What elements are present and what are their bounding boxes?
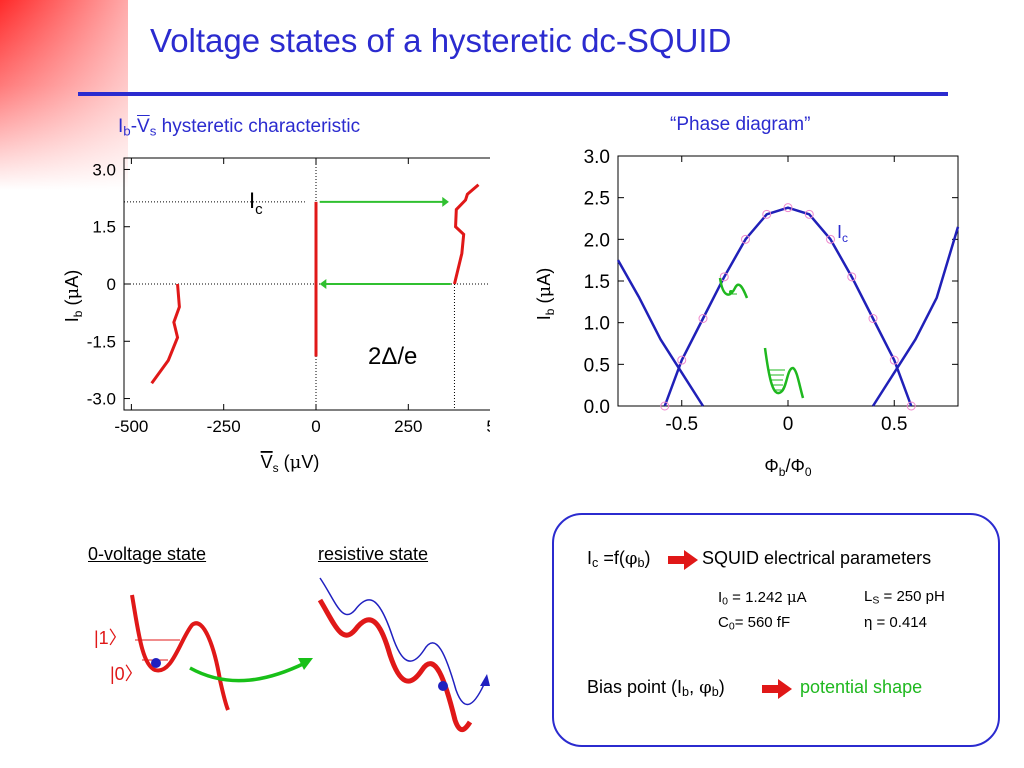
right-y-tick-label: 0.0 <box>584 397 610 418</box>
right-x-tick-label: 0 <box>783 414 794 435</box>
right-series-line-0 <box>663 206 913 407</box>
right-chart-title: “Phase diagram” <box>670 114 811 135</box>
left-y-tick-label: -1.5 <box>87 332 116 351</box>
potential-wells-diagram: |1〉 |0〉 <box>94 577 490 733</box>
right-ic-label: Ic <box>837 222 848 245</box>
left-x-tick-label: 0 <box>311 417 320 436</box>
left-y-tick-label: 1.5 <box>92 218 116 237</box>
right-data-point <box>698 314 708 323</box>
title-dash: - <box>130 116 138 137</box>
right-y-axis-label: Ib (μA) <box>534 268 557 320</box>
right-y-tick-label: 2.0 <box>584 230 610 251</box>
right-arrow-icon-2 <box>762 679 792 699</box>
right-data-point <box>741 234 750 244</box>
left-x-tick-label: -250 <box>207 417 241 436</box>
right-chart: -0.5 0 0.5 3.0 2.5 2.0 1.5 1.0 0.5 0.0 Ib (μA) Φb… <box>534 148 960 478</box>
right-data-point <box>906 401 916 411</box>
zero-voltage-potential <box>130 594 230 711</box>
right-data-point <box>826 234 835 244</box>
left-series-line-1 <box>453 183 480 285</box>
left-arrows <box>319 196 451 289</box>
right-x-tick-label: -0.5 <box>665 414 698 435</box>
left-chart: -500 -250 0 250 500 3.0 1.5 0 -1.5 -3.0 Ib (μA) V… <box>62 157 490 475</box>
level-1-label: |1〉 <box>94 628 127 648</box>
slide-title: Voltage states of a hysteretic dc-SQUID <box>150 22 732 59</box>
right-y-tick-label: 1.0 <box>584 314 610 335</box>
right-data-point <box>762 209 772 219</box>
ic-result: SQUID electrical parameters <box>702 548 932 568</box>
left-ic-label: Ic <box>249 188 263 218</box>
right-data-point <box>847 272 857 282</box>
right-plot-frame <box>617 155 959 407</box>
right-data-point <box>677 355 687 365</box>
title-sub-s: s <box>149 123 157 139</box>
c0-value: C0= 560 fF <box>718 614 791 633</box>
resistive-state-label: resistive state <box>318 544 429 564</box>
i0-value: I0 = 1.242 μA <box>718 588 807 608</box>
right-data-point <box>783 203 793 213</box>
right-arrow-icon <box>668 550 698 570</box>
ls-value: LS = 250 pH <box>864 588 945 607</box>
left-y-tick-label: 3.0 <box>92 160 116 179</box>
right-y-tick-label: 2.5 <box>584 189 610 210</box>
left-series-line-2 <box>150 283 181 385</box>
bias-result: potential shape <box>800 677 923 697</box>
right-y-tick-label: 3.0 <box>584 148 610 168</box>
title-rule <box>78 92 948 96</box>
right-data-point <box>868 314 878 323</box>
left-x-axis-label: Vs (μV) <box>261 452 320 475</box>
eta-value: η = 0.414 <box>864 614 927 631</box>
resistive-arrowhead <box>480 674 490 686</box>
level-0-label: |0〉 <box>110 664 143 684</box>
right-series-line-2 <box>871 226 960 407</box>
particle-resistive-state <box>438 681 448 691</box>
ic-equation: Ic =f(φb) <box>587 548 651 571</box>
particle-zero-state <box>151 658 161 668</box>
bias-point: Bias point (Ib, φb) <box>587 677 725 700</box>
gap-label: 2Δ/e <box>368 343 417 370</box>
zero-voltage-state-label: 0-voltage state <box>88 544 207 564</box>
right-data-point <box>719 272 729 282</box>
transition-arrowhead <box>298 658 313 670</box>
title-sub-b: b <box>123 123 131 139</box>
right-data-points <box>660 203 916 411</box>
left-chart-title: Ib-Vs hysteretic characteristic <box>118 116 360 138</box>
right-series-line-1 <box>616 259 705 407</box>
transition-arrow <box>189 661 306 683</box>
title-i: I <box>118 116 124 137</box>
right-y-tick-label: 1.5 <box>584 272 610 293</box>
left-y-tick-label: -3.0 <box>87 390 116 409</box>
left-series <box>150 183 480 385</box>
right-x-axis-label: Φb/Φ0 <box>764 456 811 478</box>
left-x-tick-label: -500 <box>114 417 148 436</box>
left-y-axis-label: Ib (μA) <box>62 270 85 322</box>
potential-sketch-upper <box>718 277 749 299</box>
left-ticks: -500 -250 0 250 500 3.0 1.5 0 -1.5 -3.0 <box>87 158 490 436</box>
left-y-tick-label: 0 <box>107 275 116 294</box>
switch-arrowhead <box>442 196 449 207</box>
potential-sketch-lower <box>763 347 805 399</box>
left-x-tick-label: 250 <box>394 417 422 436</box>
right-x-tick-label: 0.5 <box>881 414 907 435</box>
right-y-tick-label: 0.5 <box>584 355 610 376</box>
right-series <box>616 206 960 407</box>
left-x-tick-label: 500 <box>486 417 490 436</box>
resistive-potential-red <box>317 598 473 733</box>
retrap-arrowhead <box>319 279 327 289</box>
parameters-box <box>552 513 1000 747</box>
title-rest: hysteretic characteristic <box>156 116 361 137</box>
right-data-point <box>889 355 899 365</box>
resistive-potential-blue <box>319 577 487 706</box>
title-v: V <box>137 116 150 137</box>
right-data-point <box>660 401 670 411</box>
right-data-point <box>804 209 814 219</box>
right-ticks: -0.5 0 0.5 3.0 2.5 2.0 1.5 1.0 0.5 0.0 <box>584 148 958 435</box>
